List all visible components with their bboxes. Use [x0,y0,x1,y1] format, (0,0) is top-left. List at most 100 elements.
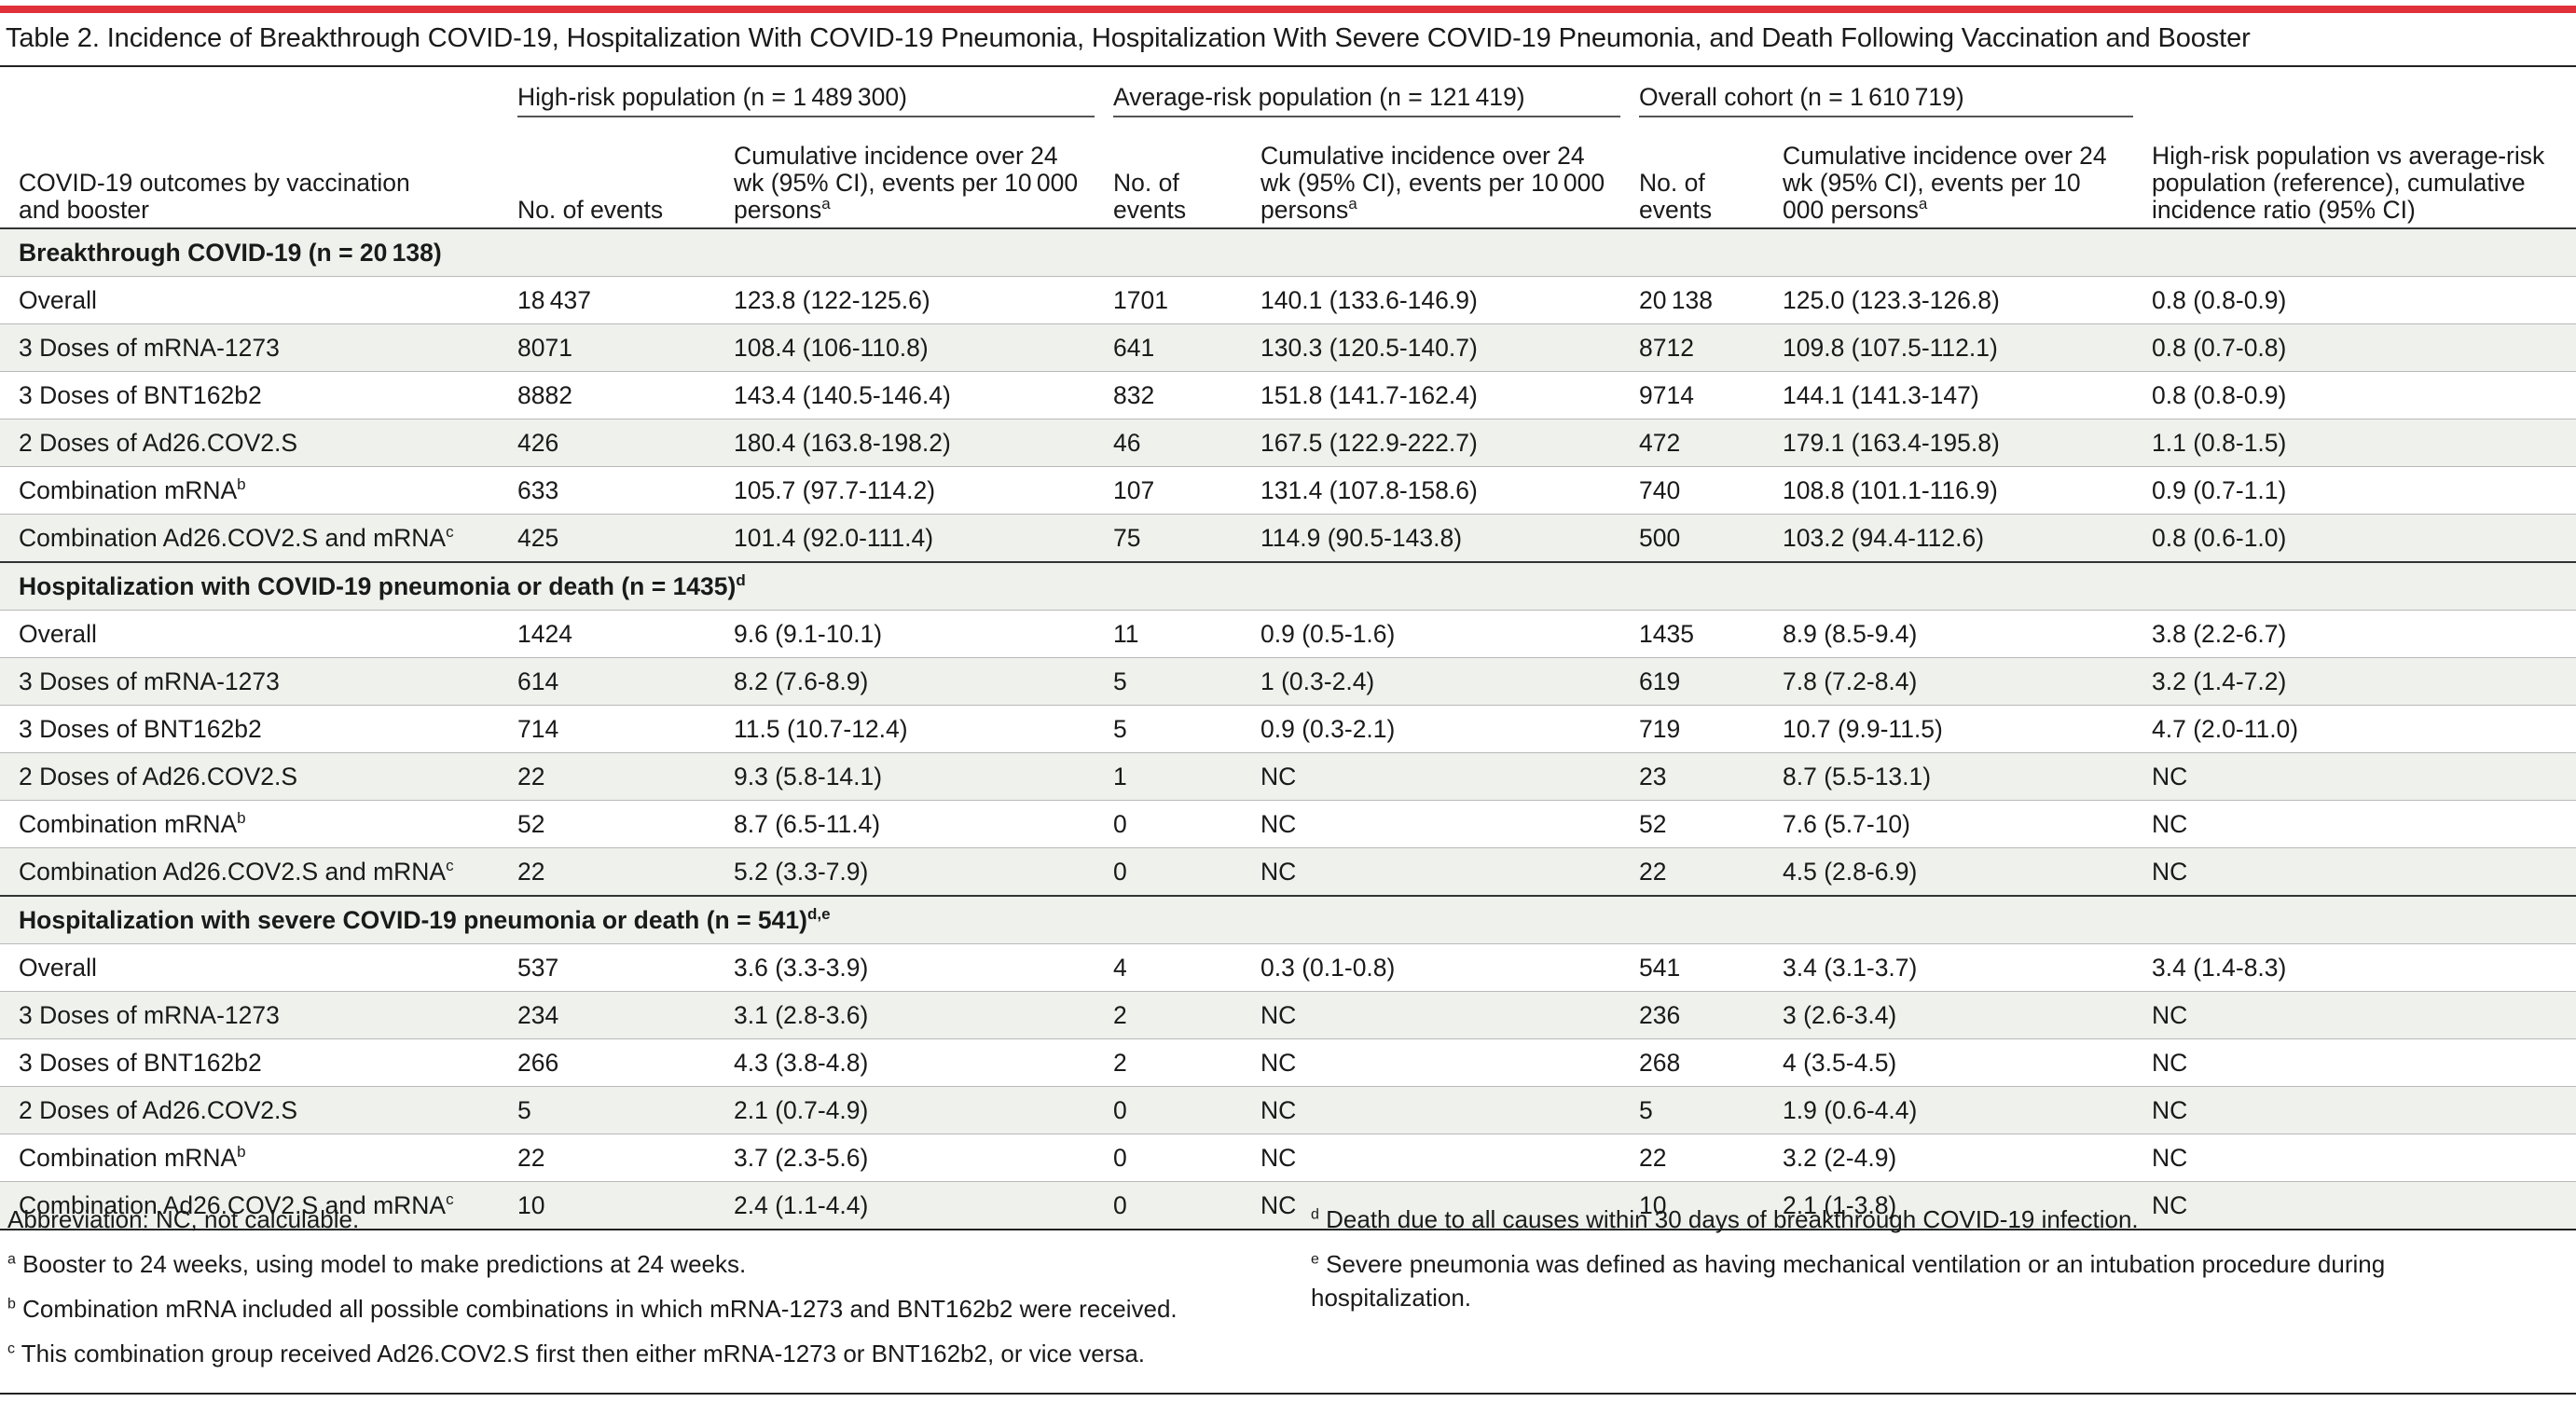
cell-high-risk-events: 234 [517,1001,559,1029]
cell-high-risk-events: 22 [517,858,545,886]
table-row: Combination mRNAb 52 8.7 (6.5-11.4) 0 NC 52 7.… [0,800,2576,848]
table-bottom-rule [0,1229,2576,1230]
cell-incidence-ratio: NC [2152,1049,2188,1077]
cell-overall-incidence: 179.1 (163.4-195.8) [1783,429,2000,457]
cell-high-risk-events: 426 [517,429,559,457]
cell-overall-incidence: 125.0 (123.3-126.8) [1783,286,2000,314]
cell-incidence-ratio: 0.8 (0.7-0.8) [2152,334,2287,362]
column-header-ratio: High-risk population vs average-risk pop… [2152,142,2545,224]
cell-high-risk-incidence: 9.3 (5.8-14.1) [734,763,883,790]
section-header-row: Hospitalization with COVID-19 pneumonia … [0,561,2576,611]
cell-high-risk-incidence: 3.7 (2.3-5.6) [734,1144,869,1172]
cell-average-risk-incidence: 1 (0.3-2.4) [1260,667,1375,695]
table-row: Combination Ad26.COV2.S and mRNAc 22 5.2 (… [0,847,2576,896]
cell-overall-incidence: 4 (3.5-4.5) [1783,1049,1897,1077]
cell-overall-events: 472 [1639,429,1681,457]
cell-overall-events: 22 [1639,1144,1667,1172]
cell-average-risk-events: 0 [1113,810,1127,838]
cell-overall-incidence: 108.8 (101.1-116.9) [1783,476,1998,504]
row-label: Overall [19,954,97,982]
cell-incidence-ratio: NC [2152,1191,2188,1219]
cell-high-risk-events: 714 [517,715,559,743]
cell-incidence-ratio: 0.8 (0.6-1.0) [2152,524,2287,552]
table-row: 2 Doses of Ad26.COV2.S 22 9.3 (5.8-14.1) 1 N… [0,752,2576,801]
cell-high-risk-events: 8071 [517,334,572,362]
cell-high-risk-incidence: 123.8 (122-125.6) [734,286,930,314]
column-header-ar-incidence: Cumulative incidence over 24 wk (95% CI)… [1260,142,1605,224]
cell-high-risk-events: 8882 [517,381,572,409]
column-header-oc-incidence: Cumulative incidence over 24 wk (95% CI)… [1783,142,2107,224]
cell-average-risk-events: 0 [1113,858,1127,886]
footnote-abbreviation: Abbreviation: NC, not calculable. [7,1205,360,1233]
cell-average-risk-events: 2 [1113,1049,1127,1077]
cell-overall-events: 20 138 [1639,286,1713,314]
row-label: Combination Ad26.COV2.S and mRNAc [19,1190,454,1219]
cell-overall-incidence: 3.4 (3.1-3.7) [1783,954,1918,982]
cell-overall-events: 541 [1639,954,1681,982]
cell-average-risk-incidence: 140.1 (133.6-146.9) [1260,286,1478,314]
cell-overall-events: 740 [1639,476,1681,504]
header-spacer [0,69,499,127]
column-header-ar-events: No. of events [1113,169,1187,224]
top-accent-rule [0,6,2576,13]
cell-high-risk-incidence: 105.7 (97.7-114.2) [734,476,936,504]
row-label: 3 Doses of BNT162b2 [19,381,262,409]
cell-overall-incidence: 1.9 (0.6-4.4) [1783,1096,1918,1124]
cell-average-risk-events: 1 [1113,763,1127,790]
cell-average-risk-events: 5 [1113,715,1127,743]
cell-incidence-ratio: 0.8 (0.8-0.9) [2152,381,2287,409]
row-label: Combination Ad26.COV2.S and mRNAc [19,857,454,886]
cell-overall-incidence: 7.6 (5.7-10) [1783,810,1910,838]
table-row: 2 Doses of Ad26.COV2.S 5 2.1 (0.7-4.9) 0 NC 5… [0,1086,2576,1134]
row-label: 3 Doses of mRNA-1273 [19,1001,280,1029]
cell-average-risk-incidence: 151.8 (141.7-162.4) [1260,381,1478,409]
cell-average-risk-incidence: 0.3 (0.1-0.8) [1260,954,1396,982]
table-row: Overall 18 437 123.8 (122-125.6) 1701 140.1 … [0,276,2576,324]
cell-average-risk-incidence: NC [1260,1001,1297,1029]
section-title: Breakthrough COVID-19 (n = 20 138) [0,227,2576,277]
cell-overall-events: 236 [1639,1001,1681,1029]
page-bottom-rule [0,1393,2576,1395]
row-label: Combination Ad26.COV2.S and mRNAc [19,523,454,552]
footnote-c: c This combination group received Ad26.C… [7,1340,1146,1368]
cell-overall-incidence: 109.8 (107.5-112.1) [1783,334,1998,362]
cell-high-risk-incidence: 3.1 (2.8-3.6) [734,1001,869,1029]
cell-overall-events: 22 [1639,858,1667,886]
cell-average-risk-events: 11 [1113,620,1139,648]
section-title: Hospitalization with COVID-19 pneumonia … [0,561,2576,611]
cell-overall-incidence: 103.2 (94.4-112.6) [1783,524,1985,552]
cell-overall-events: 719 [1639,715,1681,743]
table-row: Combination Ad26.COV2.S and mRNAc 10 2.4 (… [0,1181,2576,1229]
cell-incidence-ratio: 0.9 (0.7-1.1) [2152,476,2287,504]
cell-average-risk-events: 641 [1113,334,1155,362]
group-average-risk: Average-risk population (n = 121 419) [1095,69,1620,127]
cell-average-risk-events: 4 [1113,954,1127,982]
cell-high-risk-incidence: 2.4 (1.1-4.4) [734,1191,869,1219]
cell-overall-events: 619 [1639,667,1681,695]
row-label: Overall [19,620,97,648]
cell-high-risk-incidence: 5.2 (3.3-7.9) [734,858,869,886]
table-row: 2 Doses of Ad26.COV2.S 426 180.4 (163.8-19… [0,419,2576,467]
cell-average-risk-events: 75 [1113,524,1141,552]
cell-overall-events: 5 [1639,1096,1653,1124]
cell-average-risk-events: 0 [1113,1191,1127,1219]
cell-average-risk-incidence: NC [1260,1191,1297,1219]
table-row: 3 Doses of mRNA-1273 8071 108.4 (106-110.8… [0,323,2576,372]
table-row: Combination mRNAb 633 105.7 (97.7-114.2) 10… [0,466,2576,515]
cell-overall-incidence: 7.8 (7.2-8.4) [1783,667,1918,695]
footnote-e: e Severe pneumonia was defined as having… [1311,1250,2386,1312]
cell-average-risk-incidence: NC [1260,1049,1297,1077]
table-body: Breakthrough COVID-19 (n = 20 138) Overal… [0,227,2576,1229]
footnote-a: a Booster to 24 weeks, using model to ma… [7,1250,747,1278]
group-overall-cohort: Overall cohort (n = 1 610 719) [1620,69,2133,127]
row-label: Combination mRNAb [19,1143,246,1172]
cell-high-risk-incidence: 101.4 (92.0-111.4) [734,524,934,552]
cell-average-risk-events: 46 [1113,429,1141,457]
cell-incidence-ratio: NC [2152,1144,2188,1172]
cell-overall-events: 52 [1639,810,1667,838]
cell-high-risk-events: 425 [517,524,559,552]
row-label: 3 Doses of mRNA-1273 [19,667,280,695]
header-spacer [2133,69,2576,127]
cell-overall-events: 500 [1639,524,1681,552]
